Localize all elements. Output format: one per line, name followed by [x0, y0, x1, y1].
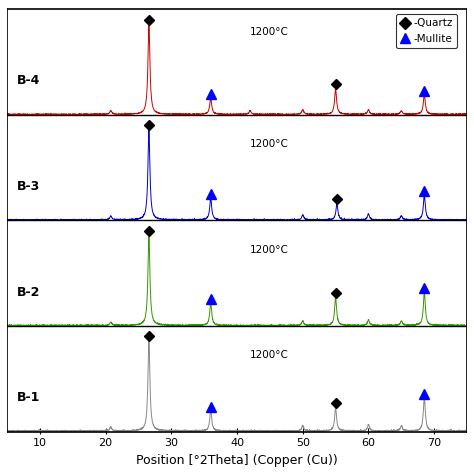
- X-axis label: Position [°2Theta] (Copper (Cu)): Position [°2Theta] (Copper (Cu)): [136, 454, 338, 467]
- Text: B-3: B-3: [17, 180, 40, 193]
- Text: B-2: B-2: [17, 286, 40, 299]
- Text: 1200°C: 1200°C: [250, 245, 289, 255]
- Text: 1200°C: 1200°C: [250, 27, 289, 37]
- Legend: -Quartz, -Mullite: -Quartz, -Mullite: [396, 14, 457, 48]
- Text: B-1: B-1: [17, 391, 40, 404]
- Text: B-4: B-4: [17, 74, 40, 87]
- Text: 1200°C: 1200°C: [250, 139, 289, 149]
- Text: 1200°C: 1200°C: [250, 350, 289, 361]
